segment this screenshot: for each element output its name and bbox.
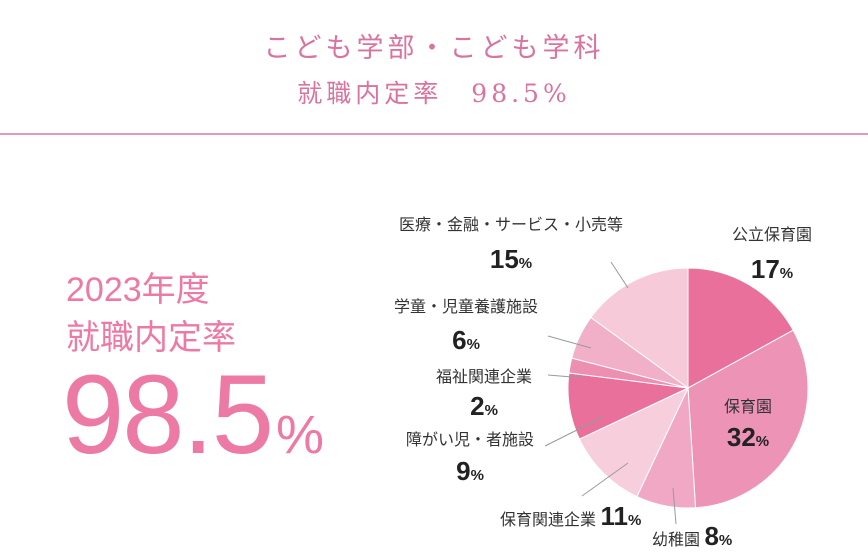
big-rate-value: 98.5 [62,352,274,477]
header-subtitle: 就職内定率 98.5% [297,79,571,108]
leader-line [544,416,604,447]
pie-slice [590,267,689,389]
slice-value-label: 17% [751,254,793,284]
slice-name: 保育関連企業 [500,511,600,529]
slice-label: 幼稚園 8% [652,521,732,551]
slice-value-label: 9% [456,456,484,486]
slice-name: 幼稚園 [652,531,704,549]
leader-line [581,462,629,497]
slice-unit: % [485,402,498,419]
pie-slice [687,329,809,509]
slice-value: 17 [751,254,780,284]
slice-unit: % [467,336,480,353]
slice-value-label: 15% [490,244,532,274]
rate-label: 就職内定率 [66,319,236,357]
big-rate-unit: % [275,405,324,465]
leader-line [547,374,585,379]
slice-value-label: 2% [470,391,498,421]
slice-value: 2 [470,391,484,421]
pie-slice [578,386,690,498]
slice-value: 15 [490,244,519,274]
year-label: 2023年度 [66,271,210,309]
slice-value: 9 [456,456,470,486]
leader-line [547,335,592,349]
leader-line [672,487,677,525]
slice-name: 医療・金融・サービス・小売等 [399,216,623,234]
slice-name: 学童・児童養護施設 [394,297,538,316]
slice-name: 障がい児・者施設 [406,431,534,449]
header: こども学部・こども学科 就職内定率 98.5% [0,0,868,136]
slice-value: 6 [452,325,466,355]
leader-lines [544,261,677,525]
slice-unit: % [756,433,769,450]
slice-label: 保育関連企業 11% [500,501,641,531]
leader-line [610,261,629,289]
pie-slices [567,267,809,509]
slice-value-label: 32% [727,422,769,452]
header-title: こども学部・こども学科 [263,33,605,64]
pie-slice [687,267,794,389]
slice-value: 32 [727,422,756,452]
slice-unit: % [628,512,641,529]
slice-unit: % [471,467,484,484]
header-divider [0,133,868,135]
slice-unit: % [719,532,732,549]
slice-unit: % [519,255,532,272]
slice-name: 福祉関連企業 [436,368,532,386]
slice-name: 公立保育園 [732,226,812,244]
slice-value: 11 [600,501,628,531]
slice-unit: % [780,265,793,282]
slice-value: 8 [704,521,718,551]
slice-name: 保育園 [724,398,772,416]
big-rate: 98.5% [62,350,324,479]
slice-value-label: 6% [452,325,480,355]
